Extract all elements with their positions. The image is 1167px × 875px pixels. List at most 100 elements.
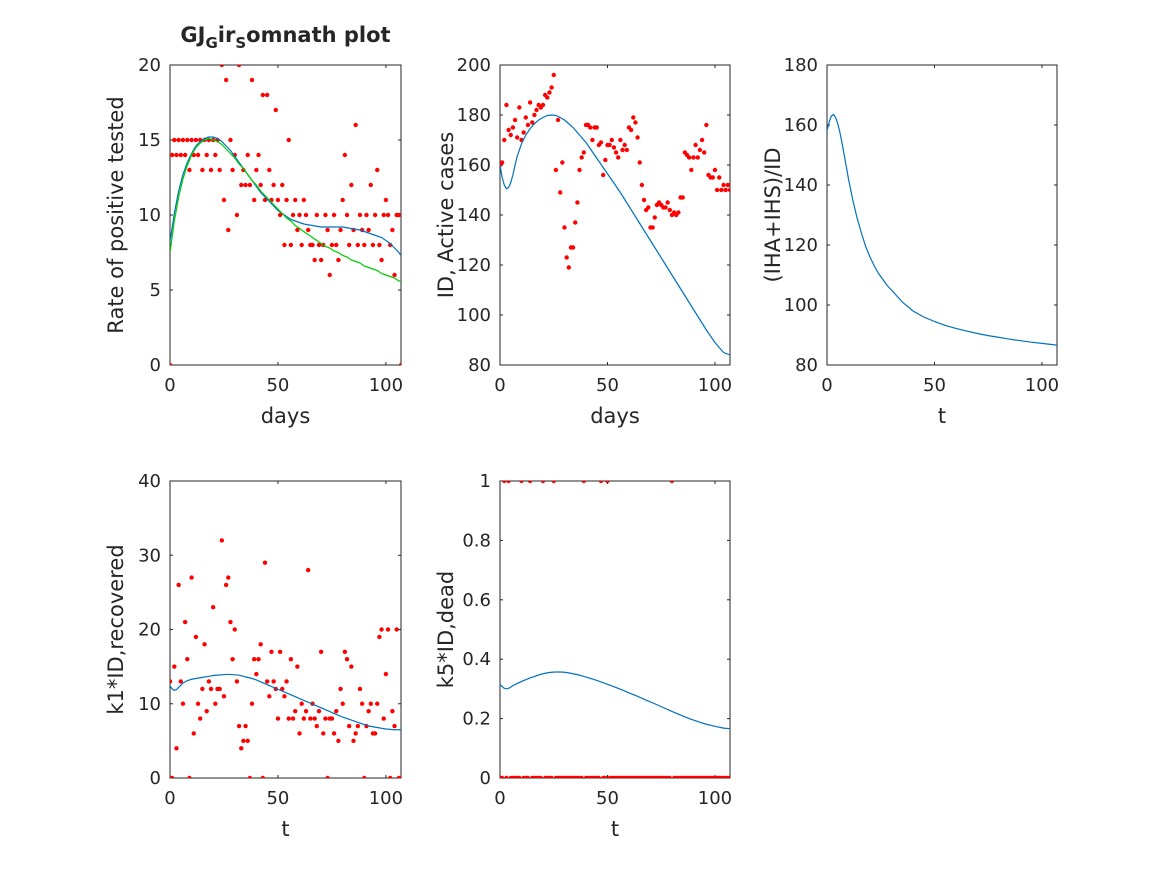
data-point (191, 731, 196, 736)
data-point (284, 679, 289, 684)
data-point (691, 155, 696, 160)
data-point (299, 242, 304, 248)
data-point (182, 152, 188, 158)
data-point (717, 175, 722, 180)
x-tick-label: 50 (923, 375, 946, 396)
data-point (650, 225, 655, 230)
data-point (219, 65, 225, 68)
data-point (226, 227, 231, 233)
data-point (208, 167, 214, 173)
data-point (368, 182, 373, 188)
data-point (390, 708, 395, 714)
data-point (232, 627, 237, 632)
data-point (368, 701, 373, 706)
data-point (170, 679, 173, 684)
y-tick-label: 0.6 (462, 590, 491, 611)
data-point (506, 481, 511, 484)
subplot-2: 0 50 100 80 100 120 140 160 180 200 days ID, Active… (434, 55, 732, 428)
data-point (549, 85, 554, 90)
y-tick-label: 180 (784, 55, 818, 76)
data-point (282, 694, 287, 699)
data-point (312, 716, 317, 721)
data-point (702, 150, 707, 155)
subplot-5: 0 50 100 0 0.2 0.4 0.6 0.8 1 t k5*ID,dead (434, 471, 732, 841)
data-point (172, 137, 177, 143)
data-point (575, 200, 580, 205)
data-point (607, 142, 612, 148)
data-point (525, 122, 531, 128)
data-point (338, 227, 343, 233)
data-point (230, 167, 235, 173)
data-point (303, 212, 309, 218)
data-point (329, 242, 335, 248)
data-point (620, 147, 625, 153)
data-point (234, 212, 240, 218)
data-point (295, 664, 300, 669)
data-point (562, 225, 567, 230)
x-tick-label: 100 (698, 375, 732, 396)
data-point (327, 272, 332, 278)
data-point (596, 775, 602, 778)
y-tick-label: 0 (150, 768, 161, 789)
data-point (502, 481, 507, 484)
data-point (346, 242, 352, 248)
data-point (613, 150, 619, 155)
data-point (275, 197, 281, 203)
data-point (170, 775, 175, 778)
data-point (267, 694, 272, 699)
data-point (581, 150, 587, 155)
series-group (827, 113, 1057, 346)
data-point (590, 137, 595, 143)
data-point (680, 195, 685, 200)
data-point (297, 731, 302, 736)
data-point (243, 182, 248, 188)
plot-area (826, 64, 1058, 366)
data-point (264, 92, 270, 98)
x-axis-label: days (590, 404, 640, 428)
data-point (579, 775, 584, 778)
data-point (277, 649, 283, 654)
data-point (236, 723, 242, 729)
data-point (581, 481, 587, 484)
y-tick-label: 140 (784, 175, 818, 196)
data-point (570, 245, 576, 250)
data-point (200, 686, 205, 692)
data-point (247, 182, 253, 188)
data-point (189, 137, 194, 143)
y-tick-label: 15 (138, 130, 161, 151)
data-point (553, 167, 559, 173)
data-point (200, 167, 205, 173)
y-axis-label: k1*ID,recovered (104, 544, 128, 714)
data-point (349, 182, 354, 188)
data-point (187, 775, 192, 778)
data-point (669, 481, 675, 484)
data-point (239, 182, 244, 188)
y-tick-label: 160 (784, 115, 818, 136)
data-point (381, 212, 386, 218)
data-point (323, 716, 328, 721)
data-point (514, 135, 520, 140)
data-point (243, 723, 248, 729)
series-group (170, 538, 401, 778)
data-point (271, 679, 276, 684)
x-axis-label: t (611, 817, 619, 841)
title-part: omnath plot (246, 23, 390, 47)
data-point (178, 679, 183, 684)
data-point (598, 140, 604, 145)
data-point (603, 775, 608, 778)
data-point (398, 362, 401, 365)
title-subscript: S (235, 34, 246, 52)
data-point (618, 137, 623, 143)
y-axis-label: (IHA+IHS)/ID (761, 147, 785, 282)
y-tick-label: 180 (457, 105, 491, 126)
data-point (517, 775, 522, 778)
x-tick-label: 0 (164, 788, 175, 809)
data-point (258, 642, 263, 647)
data-point (667, 207, 673, 213)
data-point (385, 627, 391, 632)
data-point (290, 212, 296, 218)
data-point (534, 107, 539, 113)
data-point (221, 197, 227, 203)
data-point (303, 708, 309, 714)
data-point (628, 127, 634, 133)
